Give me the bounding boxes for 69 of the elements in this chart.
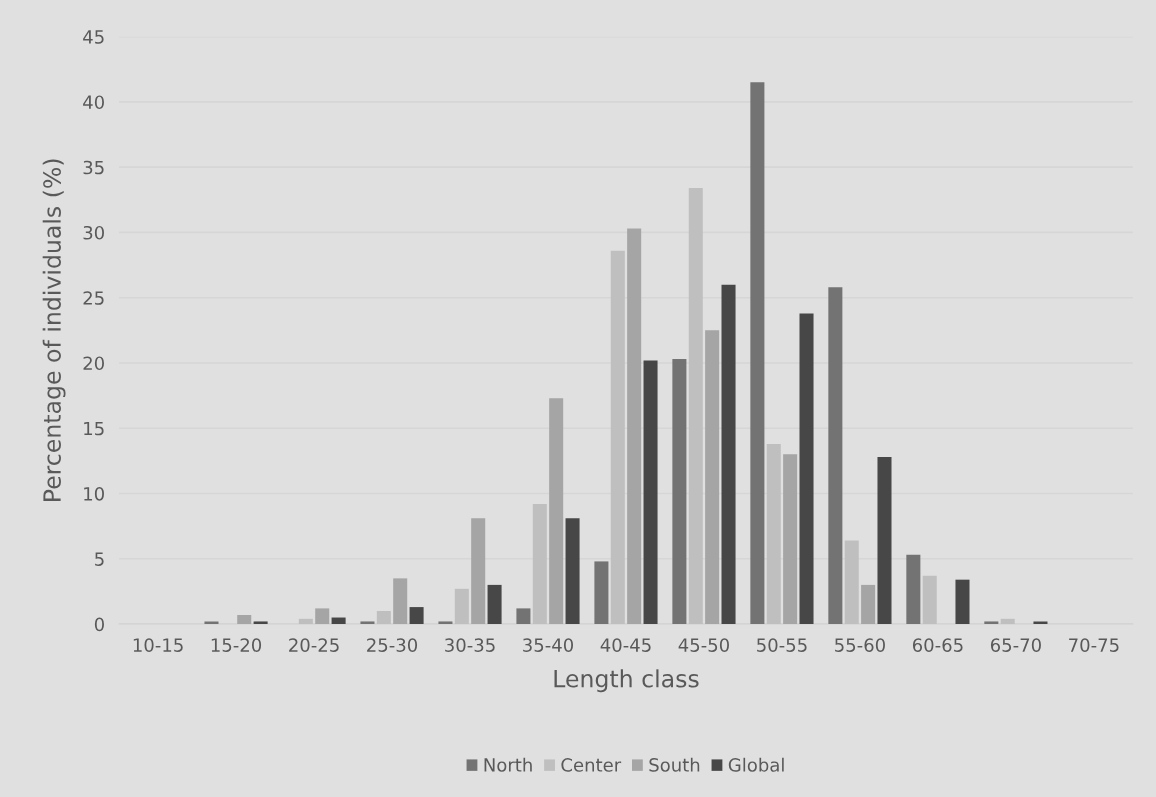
x-axis-title: Length class xyxy=(554,669,699,693)
bar xyxy=(906,554,921,625)
x-tick-label: 35-40 xyxy=(523,638,574,652)
bar xyxy=(516,608,531,625)
bar xyxy=(750,82,765,625)
y-tick-label: 25 xyxy=(83,291,104,305)
bar xyxy=(828,287,843,625)
legend-label: Center xyxy=(561,758,622,772)
bar xyxy=(471,518,486,625)
bar xyxy=(237,614,252,625)
x-tick-label: 55-60 xyxy=(835,638,885,652)
bar xyxy=(331,617,346,625)
bar xyxy=(204,621,219,625)
y-tick-label: 35 xyxy=(83,160,104,175)
x-tick-label: 30-35 xyxy=(445,638,495,652)
bar xyxy=(672,359,687,625)
x-tick-label: 10-15 xyxy=(133,638,183,652)
bar xyxy=(877,456,892,625)
bar xyxy=(315,608,330,625)
y-tick-label: 10 xyxy=(84,486,104,501)
x-tick-label: 50-55 xyxy=(757,638,807,652)
x-tick-label: 40-45 xyxy=(600,638,651,652)
bar xyxy=(532,503,547,625)
bar xyxy=(376,611,391,625)
bar xyxy=(549,398,564,625)
bar xyxy=(438,621,453,625)
bar xyxy=(688,188,703,625)
bar xyxy=(844,540,859,625)
bar xyxy=(298,618,313,625)
bar xyxy=(783,454,798,625)
legend-label: South xyxy=(649,757,700,772)
x-tick-label: 60-65 xyxy=(912,638,963,652)
bar xyxy=(487,584,502,625)
bar xyxy=(721,284,736,625)
x-tick-label: 25-30 xyxy=(367,638,418,652)
legend-label: North xyxy=(484,757,532,772)
bar xyxy=(454,588,469,625)
y-tick-label: 5 xyxy=(95,552,104,566)
bar xyxy=(627,228,642,625)
bar xyxy=(955,579,970,625)
bar xyxy=(409,607,424,625)
x-tick-label: 70-75 xyxy=(1069,638,1119,652)
bar xyxy=(766,443,781,625)
bar xyxy=(594,561,609,625)
y-axis-title: Percentage of individuals (%) xyxy=(42,159,66,501)
bar xyxy=(565,518,580,625)
bar xyxy=(643,360,658,625)
y-tick-label: 15 xyxy=(84,421,104,436)
bar xyxy=(799,313,814,625)
y-tick-label: 20 xyxy=(83,356,104,371)
legend-label: Global xyxy=(728,757,784,772)
y-tick-label: 30 xyxy=(83,225,104,240)
bar xyxy=(253,621,268,625)
bar xyxy=(861,584,876,625)
bar xyxy=(1033,621,1048,625)
bar xyxy=(393,578,408,625)
bar xyxy=(610,250,625,625)
x-tick-label: 20-25 xyxy=(289,638,339,652)
bar xyxy=(984,621,999,625)
y-tick-label: 40 xyxy=(83,95,104,110)
bar xyxy=(1000,618,1015,625)
bar xyxy=(922,575,937,625)
y-tick-label: 45 xyxy=(83,30,104,44)
bar xyxy=(705,330,720,625)
x-tick-label: 45-50 xyxy=(678,638,729,652)
y-tick-label: 0 xyxy=(94,617,104,632)
x-tick-label: 65-70 xyxy=(990,638,1041,652)
x-tick-label: 15-20 xyxy=(211,638,262,652)
bar xyxy=(360,621,375,625)
